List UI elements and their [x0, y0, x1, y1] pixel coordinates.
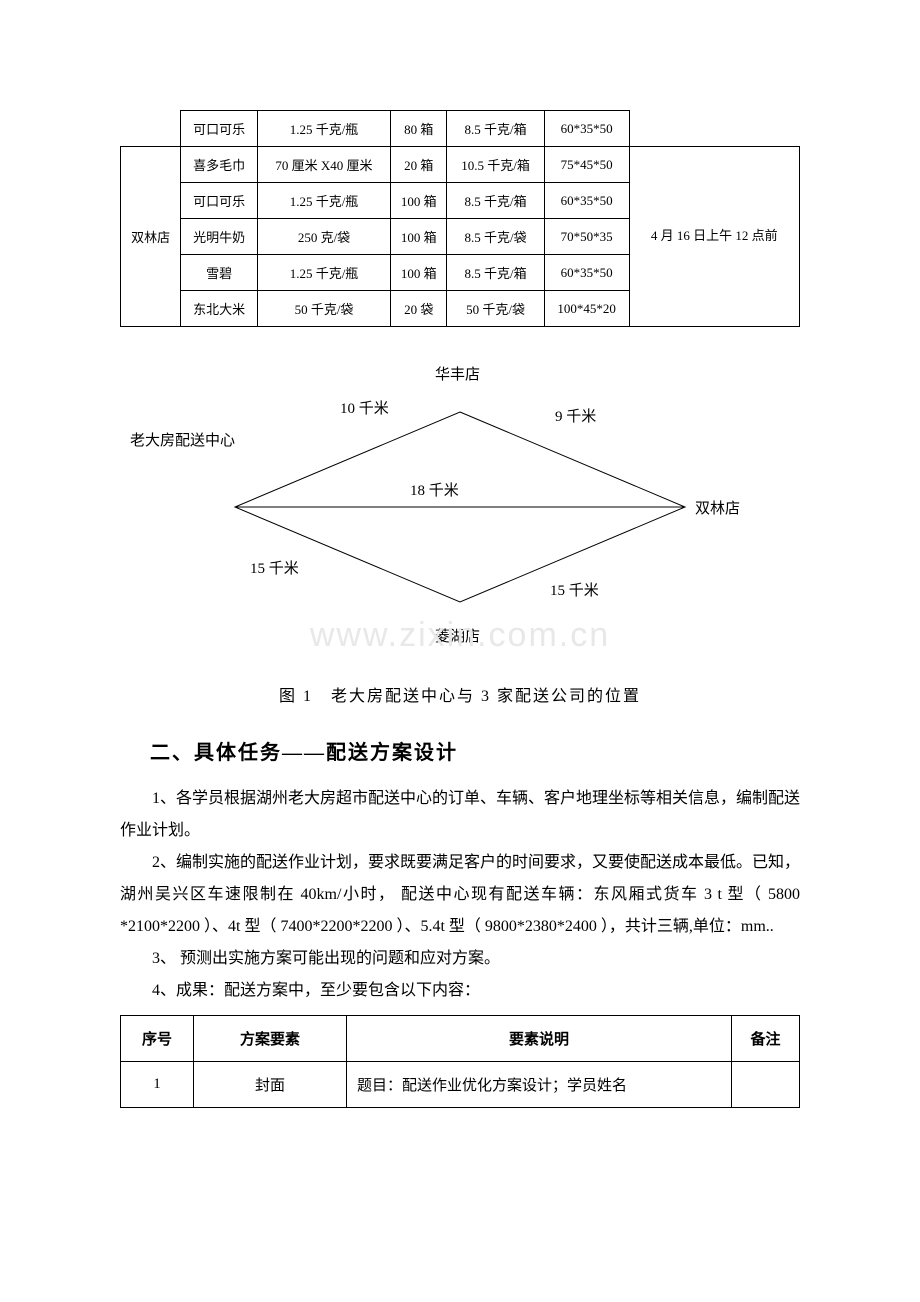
cell-elem: 封面	[194, 1062, 347, 1108]
p1-text: 1、各学员根据湖州老大房超市配送中心的订单、车辆、客户地理坐标等相关信息，编制配…	[120, 790, 800, 839]
cell-size: 60*35*50	[544, 183, 629, 219]
cell-product: 喜多毛巾	[181, 147, 258, 183]
table-row: 1 封面 题目：配送作业优化方案设计；学员姓名	[121, 1062, 800, 1108]
paragraph-1: 1、各学员根据湖州老大房超市配送中心的订单、车辆、客户地理坐标等相关信息，编制配…	[120, 783, 800, 847]
cell-desc: 题目：配送作业优化方案设计；学员姓名	[347, 1062, 732, 1108]
cell-weight: 8.5 千克/袋	[447, 219, 544, 255]
diamond-shape-icon	[200, 357, 720, 667]
cell-product: 可口可乐	[181, 183, 258, 219]
cell-spec: 1.25 千克/瓶	[257, 111, 390, 147]
cell-product: 光明牛奶	[181, 219, 258, 255]
header-elem: 方案要素	[194, 1016, 347, 1062]
cell-weight: 50 千克/袋	[447, 291, 544, 327]
cell-size: 70*50*35	[544, 219, 629, 255]
cell-product: 东北大米	[181, 291, 258, 327]
p3-text: 3、 预测出实施方案可能出现的问题和应对方案。	[152, 950, 500, 967]
cell-size: 60*35*50	[544, 111, 629, 147]
cell-size: 75*45*50	[544, 147, 629, 183]
header-no: 序号	[121, 1016, 194, 1062]
section-title: 二、具体任务——配送方案设计	[150, 736, 800, 765]
cell-spec: 1.25 千克/瓶	[257, 183, 390, 219]
cell-weight: 8.5 千克/箱	[447, 111, 544, 147]
cell-qty: 100 箱	[391, 183, 447, 219]
cell-spec: 250 克/袋	[257, 219, 390, 255]
cell-weight: 8.5 千克/箱	[447, 183, 544, 219]
cell-spec: 50 千克/袋	[257, 291, 390, 327]
cell-size: 100*45*20	[544, 291, 629, 327]
table-row: 双林店 喜多毛巾 70 厘米 X40 厘米 20 箱 10.5 千克/箱 75*…	[121, 147, 800, 183]
delivery-items-table: 可口可乐 1.25 千克/瓶 80 箱 8.5 千克/箱 60*35*50 双林…	[120, 110, 800, 327]
p4-text: 4、成果：配送方案中，至少要包含以下内容：	[152, 982, 480, 999]
cell-time: 4 月 16 日上午 12 点前	[629, 147, 800, 327]
cell-qty: 80 箱	[391, 111, 447, 147]
header-desc: 要素说明	[347, 1016, 732, 1062]
cell-product: 雪碧	[181, 255, 258, 291]
p2-text: 2、编制实施的配送作业计划，要求既要满足客户的时间要求，又要使配送成本最低。已知…	[120, 854, 800, 935]
table-header-row: 序号 方案要素 要素说明 备注	[121, 1016, 800, 1062]
figure-caption: 图 1 老大房配送中心与 3 家配送公司的位置	[120, 682, 800, 706]
cell-no: 1	[121, 1062, 194, 1108]
cell-qty: 100 箱	[391, 255, 447, 291]
cell-group: 双林店	[121, 147, 181, 327]
cell-spec: 1.25 千克/瓶	[257, 255, 390, 291]
cell-qty: 20 箱	[391, 147, 447, 183]
paragraph-4: 4、成果：配送方案中，至少要包含以下内容：	[120, 975, 800, 1007]
plan-elements-table: 序号 方案要素 要素说明 备注 1 封面 题目：配送作业优化方案设计；学员姓名	[120, 1015, 800, 1108]
cell-spec: 70 厘米 X40 厘米	[257, 147, 390, 183]
cell-qty: 100 箱	[391, 219, 447, 255]
paragraph-2: 2、编制实施的配送作业计划，要求既要满足客户的时间要求，又要使配送成本最低。已知…	[120, 847, 800, 943]
paragraph-3: 3、 预测出实施方案可能出现的问题和应对方案。	[120, 943, 800, 975]
cell-product: 可口可乐	[181, 111, 258, 147]
cell-size: 60*35*50	[544, 255, 629, 291]
table-row: 可口可乐 1.25 千克/瓶 80 箱 8.5 千克/箱 60*35*50	[121, 111, 800, 147]
location-diagram: 华丰店 老大房配送中心 双林店 菱湖店 10 千米 9 千米 18 千米 15 …	[200, 357, 720, 667]
cell-qty: 20 袋	[391, 291, 447, 327]
cell-weight: 8.5 千克/箱	[447, 255, 544, 291]
cell-note	[732, 1062, 800, 1108]
cell-weight: 10.5 千克/箱	[447, 147, 544, 183]
header-note: 备注	[732, 1016, 800, 1062]
